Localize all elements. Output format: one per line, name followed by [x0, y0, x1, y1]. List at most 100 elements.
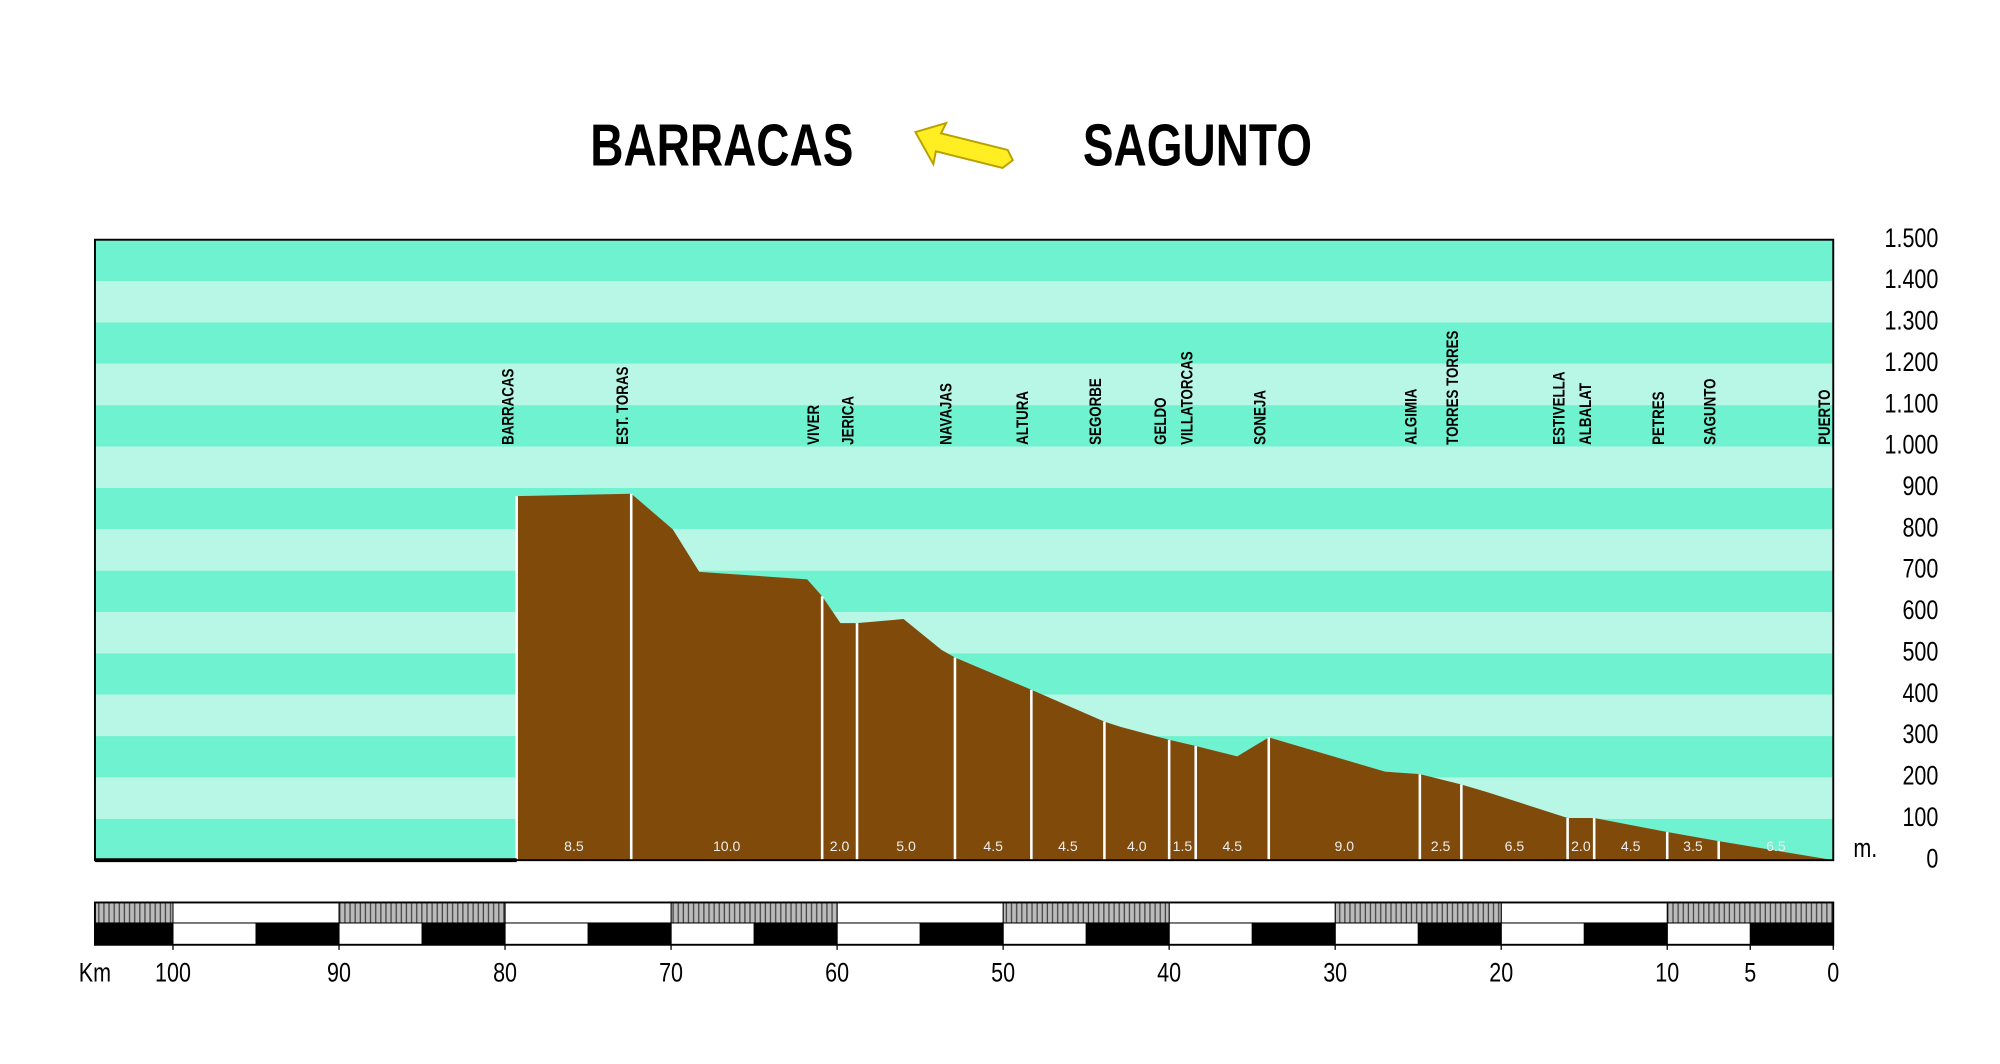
station-label: BARRACAS	[499, 369, 518, 445]
scale-bar-cell	[919, 922, 1004, 946]
segment-distance: 2.0	[1571, 838, 1591, 854]
scale-bar-cell	[1583, 922, 1668, 946]
scale-bar-cell	[1666, 901, 1834, 924]
x-tick-label: 5	[1744, 958, 1756, 988]
segment-distance: 8.5	[564, 838, 584, 854]
grid-band	[94, 487, 1834, 530]
station-label: EST. TORAS	[614, 367, 633, 445]
scale-bar-cell	[1334, 922, 1419, 946]
scale-bar-cell	[1251, 922, 1336, 946]
scale-bar-cell	[338, 901, 506, 924]
scale-bar-cell	[836, 922, 921, 946]
grid-band	[94, 446, 1834, 488]
scale-bar-cell	[836, 901, 1004, 924]
segment-distance: 4.5	[1222, 838, 1242, 854]
scale-bar-cell	[338, 922, 423, 946]
station-label: VIVER	[805, 405, 824, 445]
scale-bar-cell	[172, 922, 257, 946]
title-left: BARRACAS	[590, 113, 853, 179]
y-tick-label: 0	[1926, 844, 1938, 874]
y-tick-label: 800	[1902, 513, 1938, 543]
scale-bar-cell	[670, 922, 755, 946]
station-label: PUERTO	[1816, 389, 1835, 445]
x-tick-label: 40	[1157, 958, 1181, 988]
grid-band	[94, 611, 1834, 654]
title-right: SAGUNTO	[1083, 113, 1312, 179]
y-axis-label: m.	[1853, 834, 1877, 864]
scale-bar-cell	[1085, 922, 1170, 946]
scale-bar-cell	[1417, 922, 1502, 946]
scale-bar-cell	[670, 901, 838, 924]
scale-bar-cell	[504, 901, 672, 924]
scale-bar-cell	[94, 901, 174, 924]
station-label: ALBALAT	[1577, 382, 1596, 445]
x-axis-label: Km	[79, 958, 111, 988]
grid-band	[94, 239, 1834, 282]
segment-distance: 4.5	[983, 838, 1003, 854]
scale-bar-cell	[504, 922, 589, 946]
plot-frame	[93, 238, 1835, 862]
scale-bar-cell	[1500, 901, 1668, 924]
scale-bar-cell	[1500, 922, 1585, 946]
x-tick-label: 60	[825, 958, 849, 988]
station-label: ESTIVELLA	[1550, 371, 1569, 444]
x-tick-label: 10	[1655, 958, 1679, 988]
x-tick-label: 20	[1489, 958, 1513, 988]
segment-distance: 6.5	[1505, 838, 1525, 854]
x-tick-label: 90	[327, 958, 351, 988]
scale-bar-cell	[1666, 922, 1751, 946]
elevation-profile	[516, 493, 1834, 861]
y-tick-label: 1.500	[1885, 224, 1939, 254]
segment-distance: 9.0	[1335, 838, 1355, 854]
y-tick-label: 1.300	[1885, 306, 1939, 336]
y-tick-label: 1.200	[1885, 348, 1939, 378]
y-tick-label: 200	[1902, 761, 1938, 791]
station-label: SEGORBE	[1087, 378, 1106, 445]
segment-distance: 4.5	[1058, 838, 1078, 854]
scale-bar-cell	[172, 901, 340, 924]
station-label: SAGUNTO	[1701, 378, 1720, 445]
y-tick-label: 900	[1902, 472, 1938, 502]
grid-band	[94, 322, 1834, 364]
scale-bar-cell	[1334, 901, 1502, 924]
scale-bar-cell	[94, 922, 174, 946]
y-tick-label: 1.000	[1885, 430, 1939, 460]
segment-distance: 2.5	[1431, 838, 1451, 854]
segment-distance: 4.5	[1621, 838, 1641, 854]
scale-bar-cell	[1749, 922, 1834, 946]
scale-bar-cell	[1002, 922, 1087, 946]
scale-bar-cell	[753, 922, 838, 946]
station-label: NAVAJAS	[937, 383, 956, 445]
y-tick-label: 1.400	[1885, 265, 1939, 295]
station-label: ALTURA	[1014, 391, 1033, 445]
scale-bar-cell	[1002, 901, 1170, 924]
x-tick-label: 30	[1323, 958, 1347, 988]
segment-distance: 6.5	[1766, 838, 1786, 854]
station-label: JERICA	[839, 396, 858, 445]
station-label: PETRES	[1650, 392, 1669, 445]
grid-band	[94, 405, 1834, 447]
grid-band	[94, 570, 1834, 612]
scale-bar-cell	[1168, 922, 1253, 946]
x-tick-label: 0	[1827, 958, 1839, 988]
scale-bar-cell	[587, 922, 672, 946]
y-tick-label: 600	[1902, 596, 1938, 626]
segment-distance: 2.0	[830, 838, 850, 854]
segment-distance: 5.0	[896, 838, 916, 854]
scale-bar-cell	[255, 922, 340, 946]
scale-bar-cell	[421, 922, 506, 946]
station-label: ALGIMIA	[1402, 388, 1421, 444]
station-label: TORRES TORRES	[1444, 331, 1463, 445]
y-tick-label: 100	[1902, 803, 1938, 833]
x-tick-label: 50	[991, 958, 1015, 988]
scale-bar-cell	[1168, 901, 1336, 924]
grid-band	[94, 363, 1834, 406]
y-tick-label: 1.100	[1885, 389, 1939, 419]
segment-distance: 1.5	[1173, 838, 1193, 854]
station-label: VILLATORCAS	[1178, 351, 1197, 444]
segment-distance: 3.5	[1683, 838, 1703, 854]
x-tick-label: 70	[659, 958, 683, 988]
station-label: SONEJA	[1251, 390, 1270, 445]
